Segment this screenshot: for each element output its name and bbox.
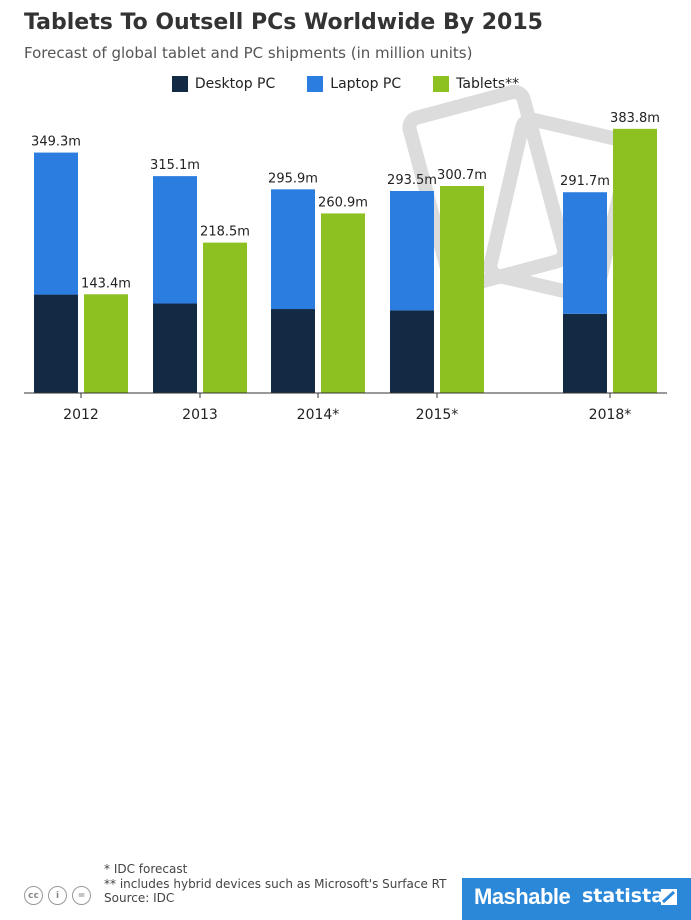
footnote-hybrid: ** includes hybrid devices such as Micro… bbox=[104, 876, 447, 891]
legend-swatch-tablets bbox=[433, 76, 450, 92]
legend-swatch-desktop bbox=[171, 76, 188, 92]
label-pc-total-3: 293.5m bbox=[387, 173, 437, 188]
label-pc-total-0: 349.3m bbox=[31, 135, 81, 150]
bar-desktop-1 bbox=[153, 303, 197, 393]
bar-laptop-3 bbox=[390, 190, 434, 311]
label-tablets-2: 260.9m bbox=[318, 195, 368, 210]
x-tick-label-3: 2015* bbox=[416, 407, 459, 423]
footer: * IDC forecast ** includes hybrid device… bbox=[0, 428, 691, 920]
bar-laptop-4 bbox=[563, 192, 607, 314]
bar-laptop-1 bbox=[153, 176, 197, 304]
legend-item-laptop: Laptop PC bbox=[307, 76, 401, 92]
bar-tablets-2 bbox=[321, 213, 365, 393]
bar-tablets-3 bbox=[440, 186, 484, 393]
creative-commons-icon[interactable]: cc bbox=[24, 886, 43, 905]
bar-desktop-2 bbox=[271, 309, 315, 393]
legend-label-desktop: Desktop PC bbox=[194, 76, 276, 92]
bar-tablets-0 bbox=[84, 294, 128, 393]
source-note: Source: IDC bbox=[104, 891, 175, 905]
label-pc-total-1: 315.1m bbox=[150, 158, 200, 173]
x-tick-label-2: 2014* bbox=[297, 407, 340, 423]
chart-subtitle: Forecast of global tablet and PC shipmen… bbox=[24, 44, 473, 62]
bar-laptop-2 bbox=[271, 189, 315, 310]
legend-label-laptop: Laptop PC bbox=[330, 76, 402, 92]
label-tablets-3: 300.7m bbox=[437, 168, 487, 183]
bar-desktop-4 bbox=[563, 313, 607, 393]
mashable-logo[interactable]: Mashable bbox=[474, 884, 571, 909]
bar-laptop-0 bbox=[34, 152, 78, 295]
bars bbox=[34, 128, 657, 394]
legend: Desktop PC Laptop PC Tablets** bbox=[0, 76, 691, 92]
x-axis-ticks: 2012 2013 2014* 2015* 2018* bbox=[63, 393, 631, 423]
bar-tablets-4 bbox=[613, 128, 657, 394]
statista-logo[interactable]: statista bbox=[582, 885, 665, 907]
x-tick-label-1: 2013 bbox=[182, 407, 218, 423]
attribution-icon[interactable]: i bbox=[48, 886, 67, 905]
no-derivatives-icon[interactable]: = bbox=[72, 886, 91, 905]
label-tablets-0: 143.4m bbox=[81, 276, 131, 291]
bar-desktop-0 bbox=[34, 294, 78, 393]
legend-swatch-laptop bbox=[307, 76, 324, 92]
footnotes: * IDC forecast ** includes hybrid device… bbox=[104, 862, 446, 906]
bar-tablets-1 bbox=[203, 242, 247, 393]
x-tick-label-4: 2018* bbox=[589, 407, 632, 423]
bar-desktop-3 bbox=[390, 310, 434, 393]
label-pc-total-4: 291.7m bbox=[560, 174, 610, 189]
legend-item-desktop: Desktop PC bbox=[171, 76, 276, 92]
chart-title: Tablets To Outsell PCs Worldwide By 2015 bbox=[24, 10, 543, 35]
license-icons: cc i = bbox=[24, 886, 96, 905]
label-pc-total-2: 295.9m bbox=[268, 171, 318, 186]
statista-logo-icon bbox=[661, 889, 677, 905]
label-tablets-4: 383.8m bbox=[610, 111, 660, 126]
label-tablets-1: 218.5m bbox=[200, 225, 250, 240]
footnote-forecast: * IDC forecast bbox=[104, 862, 188, 876]
x-tick-label-0: 2012 bbox=[63, 407, 99, 423]
